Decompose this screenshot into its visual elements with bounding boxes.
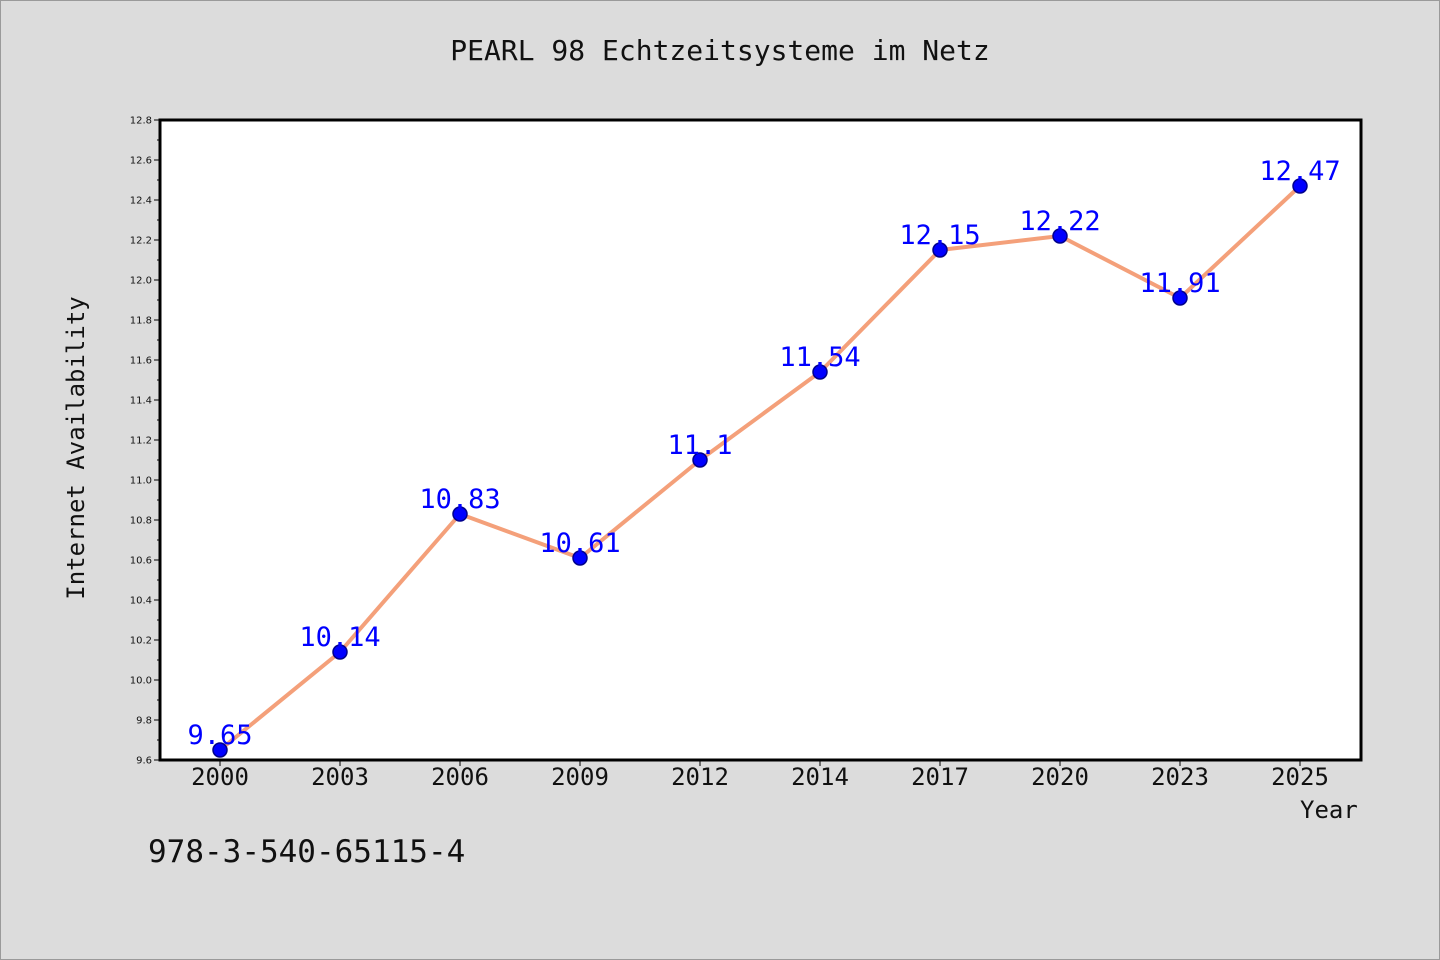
y-tick-label: 10.8 — [130, 516, 152, 527]
data-label: 9.65 — [187, 720, 252, 751]
x-tick-label: 2009 — [551, 763, 609, 791]
data-label: 11.1 — [667, 430, 732, 461]
data-point — [812, 364, 828, 380]
y-tick-label: 12.2 — [130, 236, 152, 247]
data-point — [1292, 178, 1308, 194]
x-tick-label: 2000 — [191, 763, 249, 791]
y-tick-label: 10.0 — [130, 676, 152, 687]
y-tick-label: 12.6 — [130, 156, 152, 167]
plot-area — [158, 118, 1363, 762]
y-tick-label: 12.8 — [130, 116, 152, 127]
data-point — [332, 644, 348, 660]
data-point — [572, 550, 588, 566]
data-point — [1052, 228, 1068, 244]
y-tick-label: 10.2 — [130, 636, 152, 647]
x-axis-label: Year — [1300, 796, 1358, 824]
x-tick-label: 2003 — [311, 763, 369, 791]
data-label: 11.91 — [1139, 268, 1220, 299]
y-tick-label: 11.4 — [130, 396, 152, 407]
series-group: 9.65 10.14 10.83 10.61 11.1 11.54 12.15 12.22 11… — [187, 156, 1341, 758]
data-point — [452, 506, 468, 522]
series-line — [218, 184, 1302, 752]
x-tick-label: 2014 — [791, 763, 849, 791]
data-label: 10.14 — [299, 622, 380, 653]
y-tick-label: 12.0 — [130, 276, 152, 287]
data-label: 12.47 — [1259, 156, 1340, 187]
y-tick-label: 11.2 — [130, 436, 152, 447]
y-tick-label: 11.8 — [130, 316, 152, 327]
data-point — [1172, 290, 1188, 306]
x-tick-label: 2025 — [1271, 763, 1329, 791]
data-label: 10.83 — [419, 484, 500, 515]
isbn-text: 978-3-540-65115-4 — [148, 834, 466, 870]
data-label: 12.22 — [1019, 206, 1100, 237]
x-tick-label: 2023 — [1151, 763, 1209, 791]
x-tick-label: 2012 — [671, 763, 729, 791]
y-tick-label: 10.4 — [130, 596, 152, 607]
y-axis-ticks: 9.6 9.8 10.0 10.2 10.4 10.6 10.8 11.0 11.2 11.4 11… — [130, 116, 160, 767]
data-label: 10.61 — [539, 528, 620, 559]
data-point — [932, 242, 948, 258]
data-point — [212, 742, 228, 758]
y-tick-label: 9.8 — [136, 716, 152, 727]
y-tick-label: 10.6 — [130, 556, 152, 567]
x-tick-label: 2017 — [911, 763, 969, 791]
y-tick-label: 9.6 — [136, 756, 152, 767]
data-point — [692, 452, 708, 468]
x-axis-ticks: 2000 2003 2006 2009 2012 2014 2017 2020 2023 2025 — [191, 760, 1329, 791]
y-tick-label: 11.6 — [130, 356, 152, 367]
x-tick-label: 2020 — [1031, 763, 1089, 791]
data-label: 11.54 — [779, 342, 860, 373]
chart-title: PEARL 98 Echtzeitsysteme im Netz — [450, 34, 990, 67]
data-label: 12.15 — [899, 220, 980, 251]
y-tick-label: 12.4 — [130, 196, 152, 207]
y-tick-label: 11.0 — [130, 476, 152, 487]
x-tick-label: 2006 — [431, 763, 489, 791]
